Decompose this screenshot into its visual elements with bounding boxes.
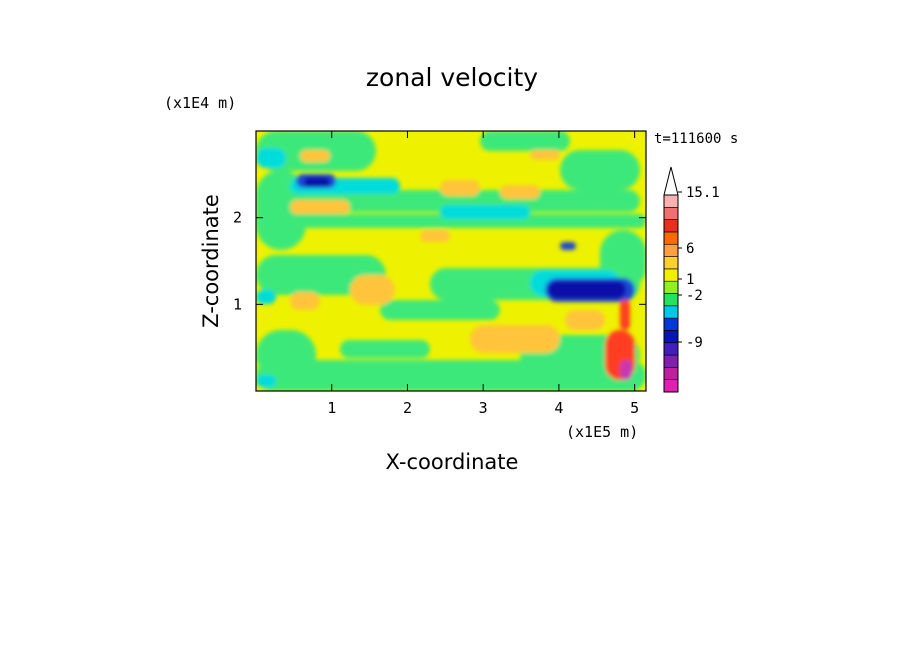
colorbar-swatch xyxy=(663,207,679,220)
x-tick-label: 1 xyxy=(327,399,336,417)
y-axis: 12 xyxy=(233,209,646,313)
colorbar-label: -9 xyxy=(686,335,703,351)
colorbar-swatch xyxy=(663,194,679,208)
field-patch-orange xyxy=(565,310,605,330)
field-patch-green xyxy=(256,214,646,228)
plot-frame xyxy=(255,130,647,392)
field-patch-orange xyxy=(500,185,540,199)
colorbar-swatch xyxy=(663,330,679,344)
x-tick-label: 5 xyxy=(630,399,639,417)
x-scale-label: (x1E5 m) xyxy=(566,423,638,441)
field-patch-red xyxy=(620,300,630,330)
colorbar-label: 15.1 xyxy=(686,185,720,201)
field-patch-darkblue xyxy=(304,177,330,187)
x-axis-title: X-coordinate xyxy=(386,450,519,474)
colorbar-swatch xyxy=(663,243,679,257)
colorbar-swatch xyxy=(663,231,679,245)
colorbar-swatch xyxy=(663,268,679,282)
field-patch-orange xyxy=(470,325,560,353)
field-patch-orange xyxy=(440,180,480,196)
colorbar-swatch xyxy=(663,305,679,319)
colorbar-swatch xyxy=(663,342,679,356)
x-tick-label: 4 xyxy=(554,399,563,417)
colorbar-swatch xyxy=(663,256,679,270)
field-patch-green xyxy=(480,131,570,151)
colorbar-swatch xyxy=(663,354,679,368)
x-tick-label: 2 xyxy=(403,399,412,417)
colorbar-swatch xyxy=(663,280,679,294)
colorbar-frame xyxy=(663,194,679,393)
colorbar-swatch xyxy=(663,317,679,331)
time-label: t=111600 s xyxy=(654,131,738,147)
colorbar-label: 6 xyxy=(686,241,694,257)
field-patch-green xyxy=(340,340,430,358)
colorbar-swatch xyxy=(663,219,679,233)
field-patch-orange xyxy=(350,275,395,305)
colorbar-swatch xyxy=(663,379,679,393)
colorbar-swatch xyxy=(663,293,679,307)
field-patch-green xyxy=(560,150,640,190)
field-patch-orange xyxy=(530,150,560,160)
colorbar-label: -2 xyxy=(686,288,703,304)
velocity-field xyxy=(256,131,646,391)
field-patch-green xyxy=(256,360,646,391)
colorbar-labels: 15.1 6 1-2 -9 xyxy=(678,185,720,351)
x-axis: 1 2 3 4 5 xyxy=(327,131,639,417)
field-patch-blue xyxy=(560,242,576,250)
y-scale-label: (x1E4 m) xyxy=(164,94,236,112)
field-patch-orange xyxy=(290,200,350,214)
colorbar-swatch xyxy=(663,367,679,380)
field-patch-magenta xyxy=(620,360,632,380)
field-patch-cyan xyxy=(256,148,286,168)
y-axis-title: Z-coordinate xyxy=(199,194,223,328)
field-patch-orange xyxy=(290,292,320,310)
field-patch-cyan xyxy=(256,375,276,387)
colorbar-overflow-triangle xyxy=(663,166,679,196)
field-patch-orange xyxy=(300,150,330,162)
field-patch-green xyxy=(380,300,500,320)
y-tick-label: 1 xyxy=(233,295,242,313)
field-patch-orange xyxy=(420,230,450,242)
colorbar-label: 1 xyxy=(686,272,694,288)
colorbar xyxy=(663,166,679,393)
chart-title: zonal velocity xyxy=(366,63,538,92)
field-patch-cyan xyxy=(256,290,276,304)
field-patch-darkblue xyxy=(548,281,626,299)
x-tick-label: 3 xyxy=(479,399,488,417)
field-patch-cyan xyxy=(440,205,530,219)
y-tick-label: 2 xyxy=(233,209,242,227)
field-patch-green xyxy=(300,190,640,212)
